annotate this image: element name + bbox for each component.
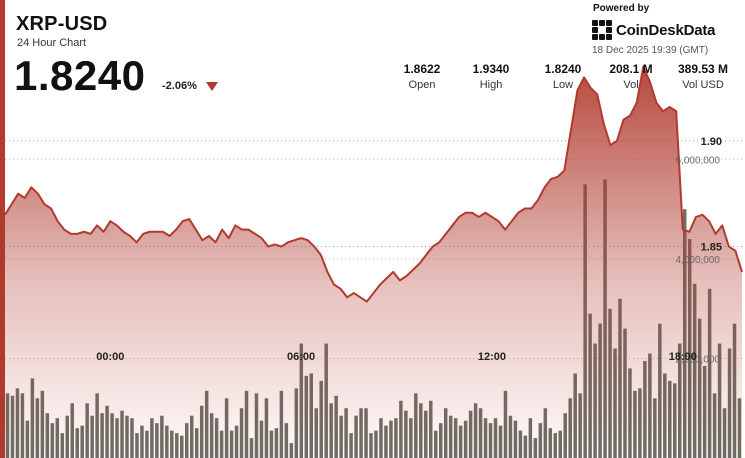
timestamp: 18 Dec 2025 19:39 (GMT) xyxy=(592,45,709,56)
stat-vol-usd: 389.53 M Vol USD xyxy=(668,62,738,91)
time-tick-label: 18:00 xyxy=(669,351,697,363)
stat-value: 1.8240 xyxy=(544,62,582,76)
time-tick-label: 06:00 xyxy=(287,351,315,363)
time-tick-label: 12:00 xyxy=(478,351,506,363)
stat-label: Open xyxy=(408,79,436,91)
volume-tick-label: 6,000,000 xyxy=(676,155,721,166)
brand-logo: CoinDeskData xyxy=(592,17,715,43)
page-title: XRP-USD xyxy=(16,13,108,35)
current-price: 1.8240 xyxy=(14,52,146,99)
stat-label: Vol xyxy=(623,79,639,91)
stat-high: 1.9340 High xyxy=(456,62,526,91)
stat-open: 1.8622 Open xyxy=(387,62,457,91)
powered-by-label: Powered by xyxy=(593,3,650,14)
coindesk-logo-icon xyxy=(592,20,612,40)
volume-tick-label: 4,000,000 xyxy=(676,255,721,266)
left-accent-bar xyxy=(0,0,5,458)
stat-value: 389.53 M xyxy=(677,62,729,76)
down-arrow-icon xyxy=(206,82,218,91)
stat-value: 1.9340 xyxy=(472,62,510,76)
stat-label: Low xyxy=(552,79,574,91)
stat-label: Vol USD xyxy=(682,79,724,91)
brand-name: CoinDeskData xyxy=(616,21,716,39)
stat-value: 208.1 M xyxy=(609,62,653,76)
stat-vol: 208.1 M Vol xyxy=(596,62,666,91)
price-tick-label: 1.90 xyxy=(701,136,722,148)
time-tick-label: 00:00 xyxy=(96,351,124,363)
stat-label: High xyxy=(479,79,503,91)
volume-tick-label: 2,000,000 xyxy=(676,354,721,365)
price-area xyxy=(5,66,742,458)
stat-value: 1.8622 xyxy=(403,62,441,76)
stat-low: 1.8240 Low xyxy=(528,62,598,91)
price-line xyxy=(4,65,743,303)
price-tick-label: 1.85 xyxy=(701,242,722,254)
price-change: -2.06% xyxy=(162,80,197,92)
chart-subtitle: 24 Hour Chart xyxy=(17,37,87,49)
